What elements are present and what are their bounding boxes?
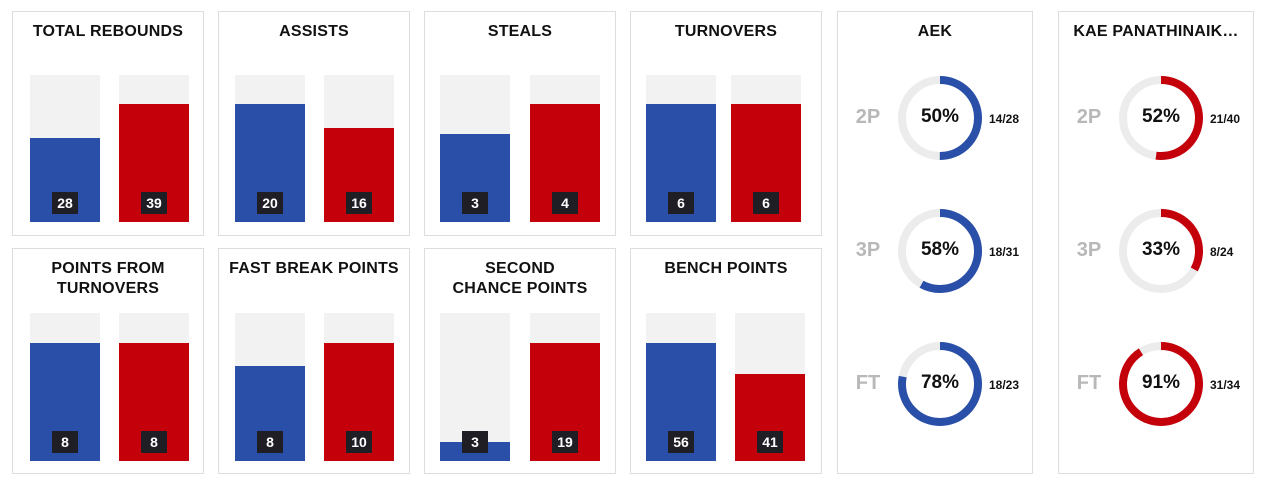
- bar-track-away: 6: [731, 75, 801, 222]
- bar-track-home: 3: [440, 75, 510, 222]
- bar-track-away: 16: [324, 75, 394, 222]
- bar-track-away: 4: [530, 75, 600, 222]
- shooting-ring: [1119, 76, 1203, 160]
- bar-value-away: 10: [346, 431, 372, 453]
- ring-fill-away: [1119, 342, 1203, 426]
- shooting-ring: [898, 76, 982, 160]
- bar-value-home: 28: [52, 192, 78, 214]
- bar-value-home: 3: [462, 431, 488, 453]
- stat-card-points-from-turnovers: POINTS FROM TURNOVERS 8 8: [12, 248, 204, 474]
- shot-type-label: 3P: [1076, 239, 1102, 261]
- bar-value-away: 6: [753, 192, 779, 214]
- bar-value-away: 39: [141, 192, 167, 214]
- stat-title: TOTAL REBOUNDS: [32, 23, 184, 40]
- shot-type-label: 2P: [1076, 106, 1102, 128]
- shooting-row-2p: 2P 52% 21/40: [1059, 68, 1253, 168]
- bar-value-home: 3: [462, 192, 488, 214]
- shot-type-label: FT: [1076, 372, 1102, 394]
- shot-percent: 33%: [1141, 239, 1181, 260]
- stat-card-total-rebounds: TOTAL REBOUNDS 28 39: [12, 11, 204, 236]
- team-name: KAE PANATHINAIK…: [1073, 23, 1239, 40]
- ring-fill-home: [898, 76, 982, 160]
- shooting-ring: [1119, 342, 1203, 426]
- shot-percent: 52%: [1141, 106, 1181, 127]
- stat-title: STEALS: [487, 23, 553, 40]
- bar-value-home: 20: [257, 192, 283, 214]
- stat-title: SECOND CHANCE POINTS: [452, 260, 588, 297]
- bar-value-away: 41: [757, 431, 783, 453]
- team-name: AEK: [917, 23, 953, 40]
- shot-percent: 50%: [920, 106, 960, 127]
- stat-title: BENCH POINTS: [664, 260, 788, 277]
- bar-value-away: 19: [552, 431, 578, 453]
- ring-fill-home: [898, 209, 982, 293]
- bar-track-home: 20: [235, 75, 305, 222]
- bar-track-home: 56: [646, 313, 716, 461]
- shot-type-label: 3P: [855, 239, 881, 261]
- shot-fraction: 18/23: [989, 378, 1020, 392]
- bar-track-away: 41: [735, 313, 805, 461]
- shot-percent: 78%: [920, 372, 960, 393]
- shot-fraction: 18/31: [989, 245, 1020, 259]
- bar-track-home: 3: [440, 313, 510, 461]
- bar-track-away: 39: [119, 75, 189, 222]
- shot-fraction: 31/34: [1210, 378, 1241, 392]
- stat-card-second-chance-points: SECOND CHANCE POINTS 3 19: [424, 248, 616, 474]
- stat-card-assists: ASSISTS 20 16: [218, 11, 410, 236]
- shooting-row-3p: 3P 58% 18/31: [838, 201, 1032, 301]
- bar-track-home: 28: [30, 75, 100, 222]
- stat-card-bench-points: BENCH POINTS 56 41: [630, 248, 822, 474]
- shot-type-label: 2P: [855, 106, 881, 128]
- bar-value-away: 16: [346, 192, 372, 214]
- bar-track-away: 19: [530, 313, 600, 461]
- shot-percent: 58%: [920, 239, 960, 260]
- bar-track-home: 6: [646, 75, 716, 222]
- stat-card-fast-break-points: FAST BREAK POINTS 8 10: [218, 248, 410, 474]
- bar-value-home: 8: [52, 431, 78, 453]
- stat-title: TURNOVERS: [674, 23, 778, 40]
- shooting-ring: [898, 342, 982, 426]
- ring-fill-home: [898, 342, 982, 426]
- bar-value-away: 8: [141, 431, 167, 453]
- shooting-ring: [1119, 209, 1203, 293]
- shot-fraction: 21/40: [1210, 112, 1241, 126]
- shooting-row-2p: 2P 50% 14/28: [838, 68, 1032, 168]
- ring-fill-away: [1119, 209, 1203, 293]
- shot-fraction: 14/28: [989, 112, 1020, 126]
- bar-value-home: 8: [257, 431, 283, 453]
- stat-title: FAST BREAK POINTS: [229, 260, 399, 277]
- bar-value-away: 4: [552, 192, 578, 214]
- stat-title: POINTS FROM TURNOVERS: [51, 260, 165, 297]
- bar-track-home: 8: [235, 313, 305, 461]
- bar-value-home: 6: [668, 192, 694, 214]
- shooting-row-ft: FT 91% 31/34: [1059, 334, 1253, 434]
- stat-title: ASSISTS: [279, 23, 349, 40]
- shot-percent: 91%: [1141, 372, 1181, 393]
- stat-card-steals: STEALS 3 4: [424, 11, 616, 236]
- bar-track-away: 8: [119, 313, 189, 461]
- bar-value-home: 56: [668, 431, 694, 453]
- stat-card-turnovers: TURNOVERS 6 6: [630, 11, 822, 236]
- bar-track-home: 8: [30, 313, 100, 461]
- shooting-card-aek: AEK 2P 50% 14/28 3P 58% 18/31 FT 78% 18/…: [837, 11, 1033, 474]
- shot-type-label: FT: [855, 372, 881, 394]
- shooting-row-ft: FT 78% 18/23: [838, 334, 1032, 434]
- shooting-row-3p: 3P 33% 8/24: [1059, 201, 1253, 301]
- ring-fill-away: [1119, 76, 1203, 160]
- shooting-ring: [898, 209, 982, 293]
- bar-track-away: 10: [324, 313, 394, 461]
- shooting-card-kae-panathinaikos: KAE PANATHINAIK… 2P 52% 21/40 3P 33% 8/2…: [1058, 11, 1254, 474]
- shot-fraction: 8/24: [1210, 245, 1234, 259]
